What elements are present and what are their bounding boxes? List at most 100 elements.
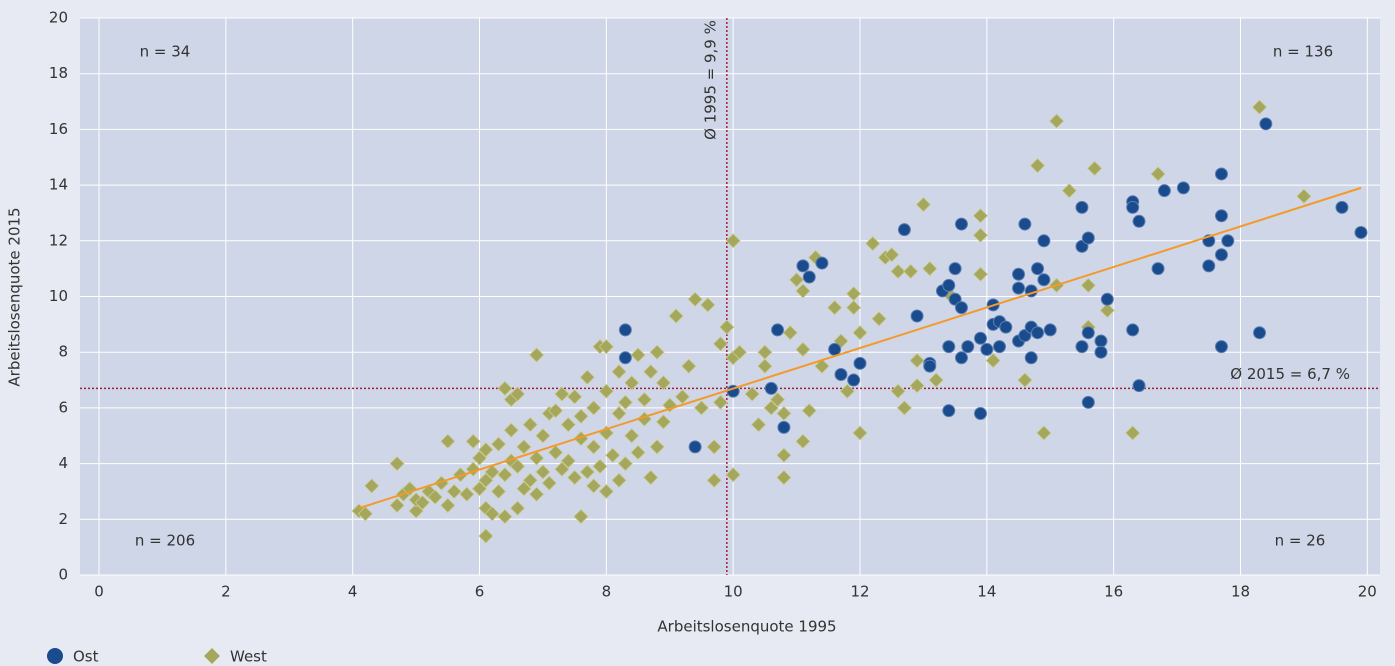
mean-label: Ø 1995 = 9,9 % <box>701 20 719 140</box>
x-tick-label: 18 <box>1231 583 1250 601</box>
point <box>828 342 842 356</box>
y-axis-label: Arbeitslosenquote 2015 <box>6 207 24 386</box>
y-tick-label: 16 <box>49 120 68 138</box>
point <box>1081 395 1095 409</box>
x-axis-label: Arbeitslosenquote 1995 <box>657 618 836 636</box>
point <box>1094 345 1108 359</box>
point <box>611 405 627 422</box>
point <box>852 325 868 341</box>
point <box>796 259 810 273</box>
point <box>636 391 652 408</box>
point <box>1099 302 1115 318</box>
point <box>1251 99 1268 115</box>
point <box>985 352 1001 369</box>
point <box>1036 425 1052 441</box>
point <box>1018 217 1032 231</box>
annotation: n = 26 <box>1275 532 1326 550</box>
y-tick-label: 6 <box>58 398 68 416</box>
point <box>681 358 697 374</box>
point <box>535 428 551 444</box>
point <box>972 227 989 243</box>
point <box>795 283 811 299</box>
point <box>942 340 956 354</box>
point <box>478 442 494 458</box>
point <box>624 375 640 391</box>
point <box>948 262 962 276</box>
legend-marker <box>204 648 220 664</box>
point <box>554 461 570 477</box>
point <box>509 458 526 474</box>
point <box>497 508 513 525</box>
point <box>725 233 741 249</box>
point <box>364 478 380 494</box>
point <box>529 486 545 502</box>
point <box>1125 425 1141 441</box>
point <box>630 444 646 461</box>
point <box>973 406 987 420</box>
point <box>490 436 507 452</box>
point <box>1157 184 1171 198</box>
point <box>700 297 716 313</box>
point <box>624 428 640 444</box>
point <box>789 272 805 288</box>
point <box>909 378 925 394</box>
point <box>630 347 646 363</box>
y-tick-label: 4 <box>58 454 68 472</box>
point <box>923 359 937 373</box>
point <box>688 440 702 454</box>
point <box>839 383 855 399</box>
point <box>769 391 786 408</box>
point <box>1043 323 1057 337</box>
point <box>440 497 456 513</box>
point <box>865 236 881 252</box>
point <box>598 483 614 500</box>
point <box>961 340 975 354</box>
point <box>560 453 576 469</box>
point <box>1253 326 1267 340</box>
point <box>725 467 741 483</box>
point <box>414 495 431 511</box>
point <box>1049 113 1065 129</box>
point <box>427 489 443 505</box>
annotation: n = 206 <box>135 532 195 550</box>
legend-label: Ost <box>73 648 99 666</box>
point <box>509 386 526 402</box>
point <box>1354 225 1368 239</box>
point <box>706 439 722 455</box>
point <box>871 311 887 327</box>
point <box>764 381 778 395</box>
point <box>554 386 570 402</box>
point <box>776 405 792 422</box>
point <box>993 340 1007 354</box>
point <box>357 506 373 522</box>
point <box>954 217 968 231</box>
point <box>1221 234 1235 248</box>
point <box>389 456 405 472</box>
point <box>1100 292 1114 306</box>
point <box>643 469 659 486</box>
point <box>909 352 925 369</box>
point <box>757 358 773 374</box>
point <box>617 456 633 472</box>
point <box>649 344 665 360</box>
point <box>1012 267 1026 281</box>
point <box>484 464 500 480</box>
point <box>529 347 545 363</box>
point <box>1012 281 1026 295</box>
point <box>484 506 500 522</box>
point <box>598 383 614 399</box>
point <box>1202 259 1216 273</box>
point <box>440 433 456 449</box>
point <box>750 417 767 433</box>
point <box>782 325 798 341</box>
point <box>915 197 931 213</box>
point <box>884 247 900 263</box>
point <box>712 336 729 352</box>
y-tick-label: 2 <box>58 510 68 528</box>
point <box>973 331 987 345</box>
point <box>801 403 817 419</box>
point <box>1335 200 1349 214</box>
point <box>503 422 519 438</box>
point <box>954 301 968 315</box>
legend-label: West <box>230 648 267 666</box>
